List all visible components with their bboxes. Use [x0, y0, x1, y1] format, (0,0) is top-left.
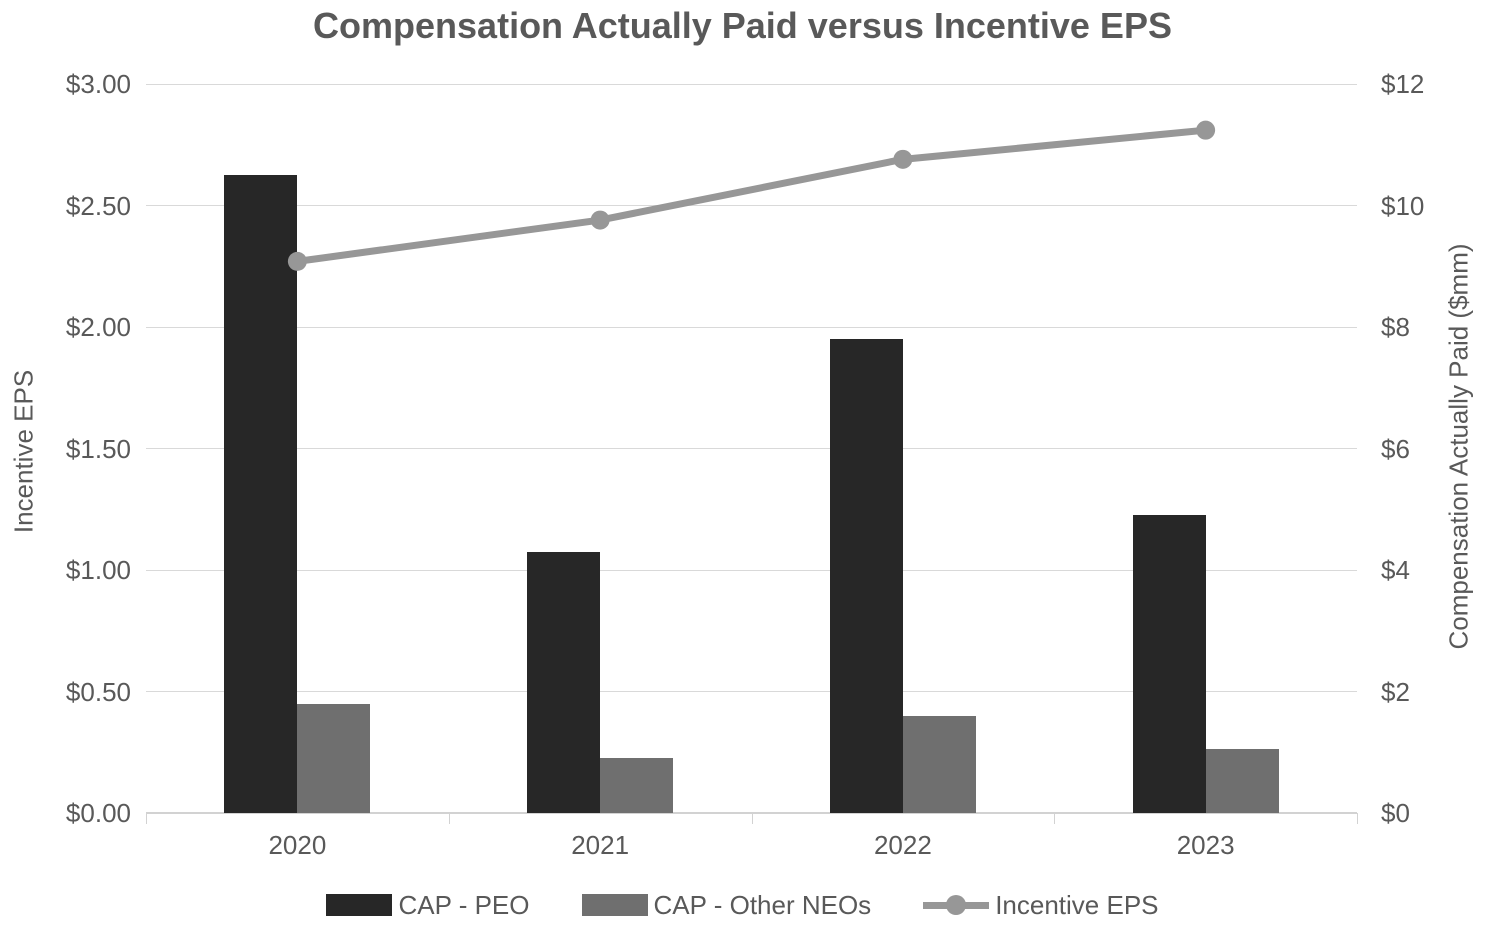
line-marker-2021 — [590, 210, 610, 230]
x-axis-category-label: 2022 — [873, 830, 932, 860]
bar-cap-other-neos-2020 — [297, 703, 371, 813]
gridline — [146, 326, 1357, 328]
legend: CAP - PEO CAP - Other NEOs Incentive EPS — [0, 891, 1485, 919]
right-axis-tick-label: $8 — [1381, 312, 1410, 342]
left-axis-tick-label: $1.50 — [65, 433, 131, 464]
left-axis-tick-label: $3.00 — [65, 69, 131, 99]
left-axis-tick-label: $1.00 — [65, 555, 131, 585]
x-axis-tick — [1357, 813, 1358, 824]
bar-cap-other-neos-2022 — [902, 715, 976, 813]
line-marker-2022 — [893, 149, 913, 169]
legend-item-cap-other-neos: CAP - Other NEOs — [581, 890, 872, 920]
right-axis-tick-label: $6 — [1381, 433, 1410, 464]
legend-label: CAP - PEO — [398, 890, 530, 920]
bar-cap-peo-2023 — [1132, 515, 1206, 813]
left-axis-tick-label: $2.50 — [65, 190, 131, 221]
gridline — [146, 691, 1357, 692]
legend-bar-swatch-icon — [581, 894, 648, 916]
legend-marker-icon — [946, 895, 967, 915]
x-axis-tick — [448, 813, 450, 824]
gridline — [146, 205, 1357, 206]
chart-title: Compensation Actually Paid versus Incent… — [313, 5, 1172, 46]
gridline — [146, 83, 1357, 85]
bar-cap-peo-2022 — [829, 339, 903, 813]
left-axis-tick-label: $0.50 — [65, 676, 131, 707]
right-axis-tick-label: $12 — [1381, 69, 1425, 99]
line-incentive-eps — [296, 126, 1206, 265]
legend-item-cap-peo: CAP - PEO — [326, 890, 530, 920]
bar-cap-peo-2020 — [224, 175, 298, 813]
x-axis-category-label: 2023 — [1176, 830, 1235, 860]
x-axis-tick — [146, 813, 147, 824]
gridline — [146, 448, 1357, 449]
right-axis-tick-label: $2 — [1381, 676, 1410, 707]
legend-line-swatch-icon — [923, 894, 990, 916]
right-axis-tick-label: $0 — [1381, 798, 1410, 828]
gridline — [146, 569, 1357, 571]
x-axis-tick — [751, 813, 753, 824]
x-axis-tick — [1054, 813, 1056, 824]
legend-bar-swatch-icon — [326, 894, 393, 916]
bar-cap-other-neos-2023 — [1205, 749, 1279, 813]
legend-label: CAP - Other NEOs — [653, 890, 872, 920]
left-axis-tick-label: $2.00 — [65, 312, 131, 342]
legend-item-incentive-eps: Incentive EPS — [923, 890, 1159, 920]
right-axis-tick-label: $10 — [1381, 190, 1425, 221]
legend-label: Incentive EPS — [995, 890, 1159, 920]
left-axis-tick-label: $0.00 — [65, 798, 131, 828]
bar-cap-other-neos-2021 — [600, 758, 674, 813]
line-marker-2023 — [1196, 120, 1216, 140]
bar-cap-peo-2021 — [527, 551, 601, 813]
x-axis-category-label: 2021 — [571, 830, 630, 860]
x-axis-category-label: 2020 — [268, 830, 327, 860]
right-axis-tick-label: $4 — [1381, 555, 1410, 585]
